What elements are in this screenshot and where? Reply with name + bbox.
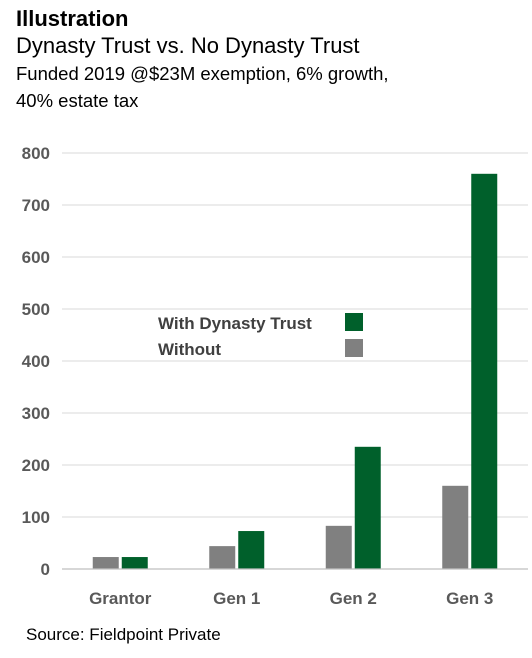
bar-with-dynasty-trust [354, 446, 381, 569]
y-tick-label: 600 [22, 248, 50, 267]
x-tick-label: Grantor [89, 589, 152, 608]
legend-label: Without [158, 340, 221, 359]
chart-header: Illustration Dynasty Trust vs. No Dynast… [16, 6, 528, 114]
x-tick-label: Gen 1 [213, 589, 260, 608]
y-tick-label: 400 [22, 352, 50, 371]
x-tick-label: Gen 3 [446, 589, 493, 608]
x-tick-label: Gen 2 [330, 589, 377, 608]
legend-label: With Dynasty Trust [158, 314, 312, 333]
y-tick-label: 100 [22, 508, 50, 527]
source-note: Source: Fieldpoint Private [26, 625, 221, 644]
bar-with-dynasty-trust [471, 173, 498, 570]
y-tick-label: 700 [22, 196, 50, 215]
y-axis: 0 100 200 300 400 500 600 700 800 [22, 144, 50, 579]
y-tick-label: 200 [22, 456, 50, 475]
y-tick-label: 800 [22, 144, 50, 163]
legend: With Dynasty Trust Without [158, 313, 363, 359]
x-axis: Grantor Gen 1 Gen 2 Gen 3 [62, 568, 528, 608]
gridlines [62, 152, 528, 518]
chart-description: Funded 2019 @$23M exemption, 6% growth, … [16, 63, 389, 111]
y-tick-label: 300 [22, 404, 50, 423]
bar-without [92, 557, 119, 569]
chart-subtitle: Dynasty Trust vs. No Dynasty Trust [16, 33, 360, 58]
bar-with-dynasty-trust [238, 531, 265, 569]
bars [92, 173, 498, 570]
bar-without [325, 525, 352, 569]
legend-swatch [345, 339, 363, 357]
chart-title: Illustration [16, 6, 129, 31]
bar-without [209, 546, 236, 569]
y-tick-label: 0 [41, 560, 50, 579]
y-tick-label: 500 [22, 300, 50, 319]
bar-with-dynasty-trust [121, 557, 148, 569]
legend-swatch [345, 313, 363, 331]
bar-without [442, 485, 469, 569]
